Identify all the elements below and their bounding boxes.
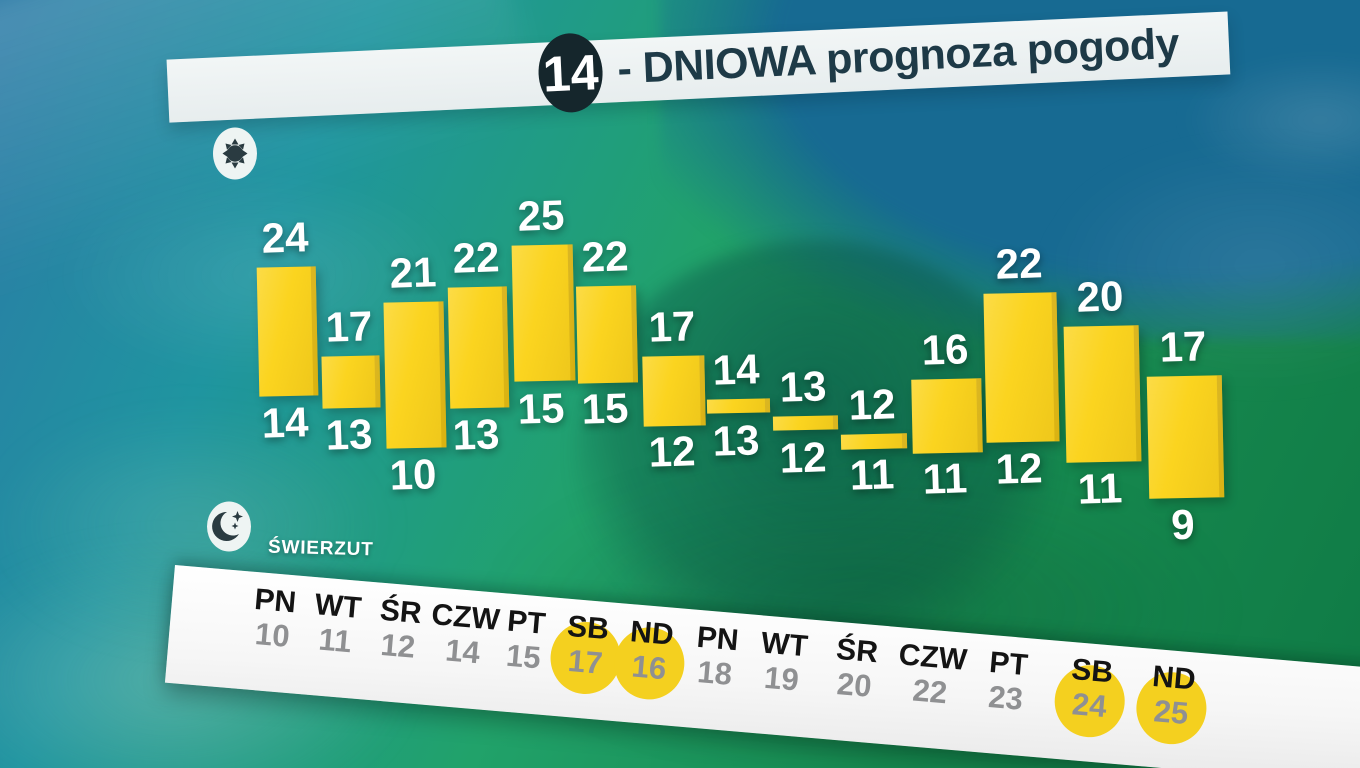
- max-temp-label: 17: [1158, 321, 1208, 371]
- temp-bar: [321, 355, 381, 409]
- max-temp-label: 20: [1075, 272, 1125, 321]
- day-count-number: 14: [541, 43, 600, 103]
- title-banner: 14 - DNIOWA prognoza pogody: [158, 1, 1251, 134]
- max-temp-label: 24: [260, 213, 310, 263]
- max-temp-label: 17: [647, 301, 696, 351]
- temp-bar: [840, 433, 908, 449]
- temp-bar: [911, 378, 983, 454]
- day-name-label: PT: [988, 645, 1030, 683]
- sun-icon: [212, 126, 258, 181]
- location-label: ŚWIERZUT: [267, 536, 374, 561]
- min-temp-label: 9: [1170, 500, 1196, 549]
- day-date-label: 24: [1070, 685, 1109, 724]
- moon-icon: [206, 500, 252, 553]
- day-band: PN 10 WT 11 ŚR 12 CZW 14 PT 15 SB 17 ND 16 PN 18 WT 19 ŚR 2…: [164, 565, 1360, 768]
- day-date-label: 25: [1152, 692, 1190, 731]
- max-temp-label: 22: [580, 231, 629, 281]
- day-cell: ND 25: [1121, 653, 1222, 766]
- temp-bar: [1146, 375, 1225, 499]
- day-date-label: 23: [987, 678, 1025, 717]
